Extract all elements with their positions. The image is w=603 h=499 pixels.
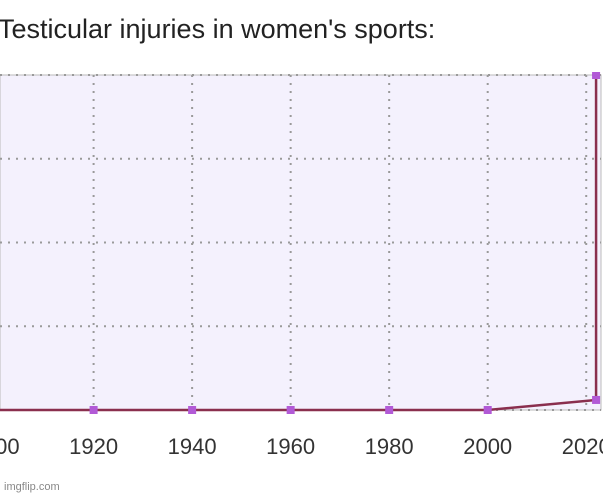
x-tick-label: 2020 xyxy=(562,434,603,459)
data-point xyxy=(483,406,492,414)
plot-area xyxy=(0,74,602,411)
data-point xyxy=(89,406,98,414)
chart-title: Testicular injuries in women's sports: xyxy=(0,14,435,44)
data-point xyxy=(188,406,197,414)
data-point xyxy=(592,395,601,404)
data-point xyxy=(592,72,601,79)
x-tick-label: 1920 xyxy=(69,434,118,459)
x-tick-label: 1980 xyxy=(365,434,414,459)
x-tick-label: 1940 xyxy=(168,434,217,459)
x-tick-label: 2000 xyxy=(463,434,512,459)
watermark: imgflip.com xyxy=(4,481,60,493)
data-point xyxy=(385,406,394,414)
data-point xyxy=(286,406,295,414)
x-tick-label: 1900 xyxy=(0,434,20,459)
x-tick-label: 1960 xyxy=(266,434,315,459)
data-line xyxy=(0,75,598,412)
